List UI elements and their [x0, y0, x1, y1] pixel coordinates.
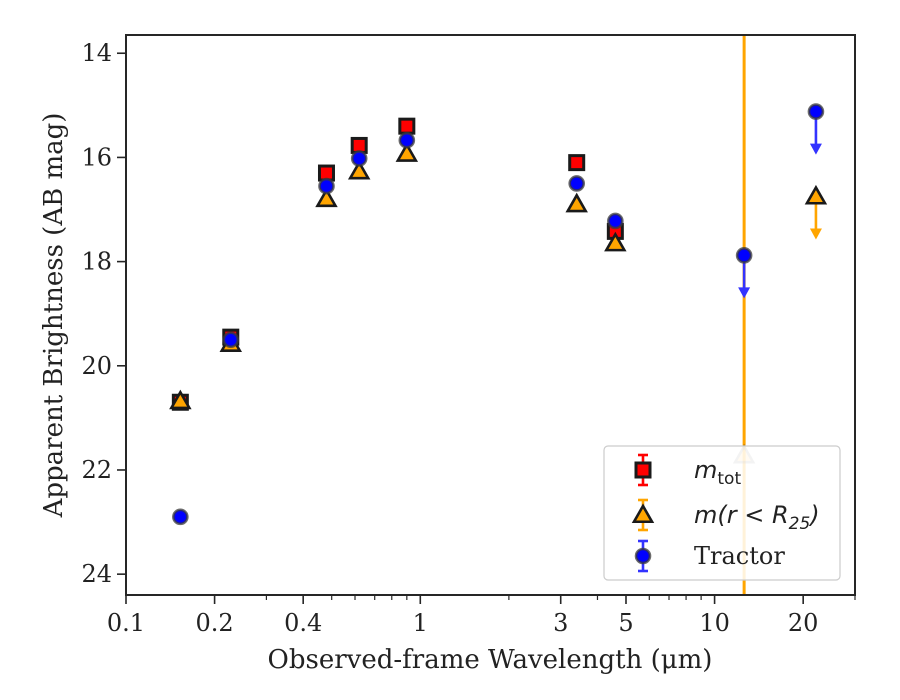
x-tick-label: 0.1: [107, 609, 145, 637]
m-tot-marker: [398, 117, 416, 135]
x-tick-label: 0.2: [196, 609, 234, 637]
tractor-marker: [634, 547, 652, 565]
m-tot-marker: [634, 461, 652, 479]
legend-label-0: mtot: [694, 456, 741, 489]
legend-label-2: Tractor: [694, 542, 785, 570]
tractor-marker: [735, 247, 753, 264]
x-tick-label: 3: [553, 609, 568, 637]
legend-box: [603, 445, 841, 581]
x-tick-label: 5: [618, 609, 633, 637]
x-tick-label: 1: [413, 609, 428, 637]
y-tick-label: 14: [81, 39, 112, 67]
m-r25-limit-arrowhead: [809, 228, 822, 240]
m-r25-marker: [169, 389, 192, 410]
plot-frame: [125, 34, 856, 596]
y-tick-label: 18: [81, 248, 112, 276]
y-tick-label: 16: [81, 143, 112, 171]
series-2: [172, 103, 825, 526]
tractor-marker: [568, 175, 586, 192]
tractor-marker: [807, 103, 825, 120]
m-r25-marker: [395, 142, 419, 162]
tractor-limit-arrowhead: [809, 143, 822, 155]
tractor-marker: [318, 177, 335, 195]
m-r25-marker: [315, 187, 338, 208]
m-tot-marker: [568, 154, 586, 172]
tractor-marker: [607, 212, 624, 230]
x-axis-label: Observed-frame Wavelength (μm): [268, 645, 713, 675]
m-r25-marker: [631, 503, 655, 524]
m-r25-marker: [604, 231, 627, 252]
y-axis-label: Apparent Brightness (AB mag): [39, 113, 69, 519]
x-tick-label: 0.4: [284, 609, 322, 637]
y-tick-label: 24: [81, 560, 112, 588]
tractor-marker: [398, 131, 416, 149]
y-tick-label: 22: [81, 456, 112, 484]
tractor-marker: [172, 508, 189, 526]
m-r25-marker: [804, 184, 828, 205]
x-tick-label: 20: [788, 609, 819, 637]
tractor-marker: [350, 150, 368, 167]
m-r25-marker: [565, 192, 588, 213]
legend-label-1: m(r < R25): [694, 501, 820, 534]
x-tick-label: 10: [699, 609, 730, 637]
y-tick-label: 20: [81, 352, 112, 380]
tractor-limit-arrowhead: [738, 287, 751, 299]
m-r25-marker: [347, 159, 371, 180]
tractor-marker: [222, 331, 240, 349]
